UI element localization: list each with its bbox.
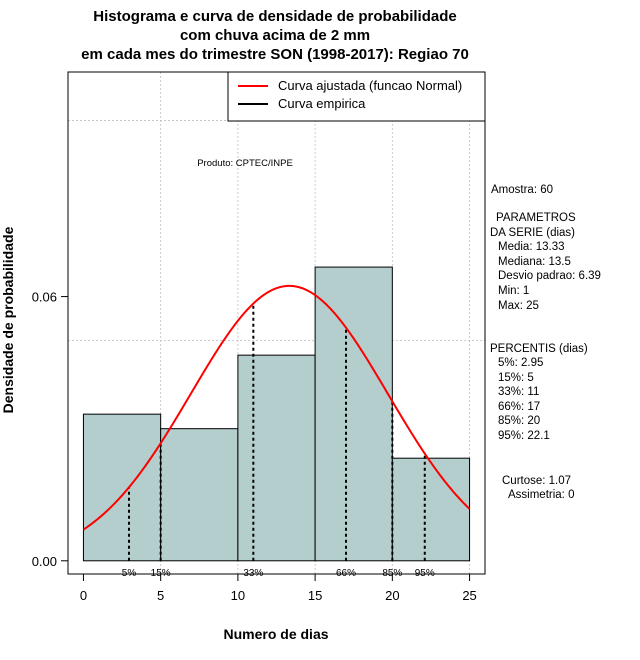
y-axis-label: Densidade de probabilidade	[0, 226, 16, 413]
stats-sample: Amostra: 60	[491, 184, 553, 196]
percentile-label-1: 15%	[151, 568, 171, 579]
stats-skewness: Assimetria: 0	[508, 489, 574, 501]
x-tick-label-1: 5	[157, 588, 164, 603]
fitted-normal-curve	[82, 284, 471, 531]
histogram-bar-2	[237, 354, 316, 562]
stats-min: Min: 1	[498, 285, 529, 297]
stats-params-heading-2: DA SERIE (dias)	[490, 227, 575, 239]
y-axis: 0.00 0.06	[32, 290, 69, 569]
histogram-bar-1	[160, 428, 239, 562]
x-tick-label-0: 0	[80, 588, 87, 603]
x-tick-label-2: 10	[231, 588, 245, 603]
stats-kurtosis: Curtose: 1.07	[502, 475, 571, 487]
stats-max: Max: 25	[498, 300, 539, 312]
stats-params-heading-1: PARAMETROS	[496, 212, 576, 224]
stats-p95: 95%: 22.1	[498, 430, 550, 442]
stats-sd: Desvio padrao: 6.39	[498, 270, 601, 282]
chart-title-line-1: Histograma e curva de densidade de proba…	[93, 8, 456, 25]
stats-p85: 85%: 20	[498, 415, 540, 427]
chart-title-line-3: em cada mes do trimestre SON (1998-2017)…	[81, 46, 469, 63]
stats-percentis-heading: PERCENTIS (dias)	[490, 343, 588, 355]
chart-title-line-2: com chuva acima de 2 mm	[180, 27, 370, 44]
legend-label-empirical: Curva empirica	[278, 96, 366, 111]
percentile-label-5: 95%	[415, 568, 435, 579]
stats-p66: 66%: 17	[498, 401, 540, 413]
stats-p15: 15%: 5	[498, 372, 534, 384]
percentile-lines	[128, 303, 426, 561]
legend-box	[227, 71, 486, 122]
stats-panel: Amostra: 60 PARAMETROS DA SERIE (dias) M…	[490, 184, 601, 501]
stats-p33: 33%: 11	[498, 386, 539, 398]
percentile-label-4: 85%	[382, 568, 402, 579]
stats-p5: 5%: 2.95	[498, 357, 543, 369]
y-tick-label-1: 0.06	[32, 290, 57, 305]
stats-median: Mediana: 13.5	[498, 256, 571, 268]
y-tick-label-0: 0.00	[32, 554, 57, 569]
legend: Curva ajustada (funcao Normal) Curva emp…	[227, 71, 486, 122]
x-tick-label-5: 25	[462, 588, 476, 603]
x-tick-label-3: 15	[308, 588, 322, 603]
product-annotation: Produto: CPTEC/INPE	[197, 158, 293, 169]
histogram-bar-3	[314, 266, 393, 562]
stats-mean: Media: 13.33	[498, 241, 565, 253]
percentile-label-0: 5%	[122, 568, 137, 579]
histogram-bar-4	[391, 457, 471, 562]
histogram-bar-0	[82, 413, 162, 562]
percentile-label-3: 66%	[336, 568, 356, 579]
percentile-labels: 5% 15% 33% 66% 85% 95%	[122, 568, 435, 579]
percentile-label-2: 33%	[243, 568, 263, 579]
x-axis: 0 5 10 15 20 25	[80, 573, 477, 603]
x-tick-label-4: 20	[385, 588, 399, 603]
legend-label-fitted: Curva ajustada (funcao Normal)	[278, 78, 462, 93]
x-axis-label: Numero de dias	[223, 626, 328, 642]
histogram-bars	[82, 266, 471, 562]
